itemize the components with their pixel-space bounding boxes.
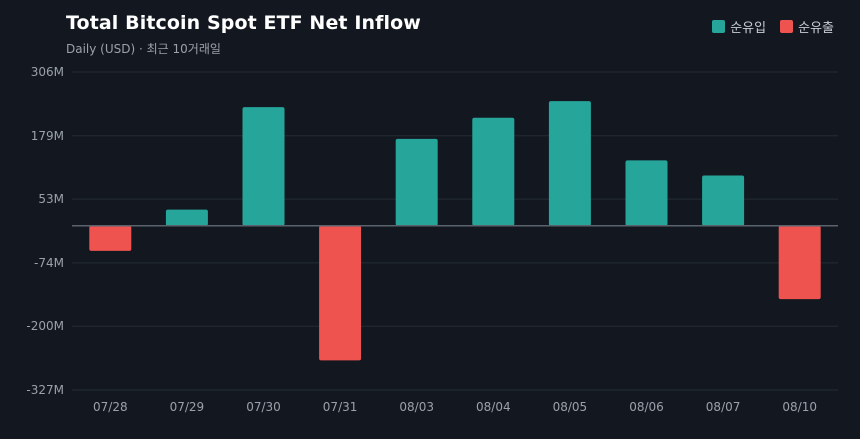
y-tick-label: -327M [26,383,64,397]
bar-inflow [242,107,285,226]
x-tick-label: 08/06 [629,400,664,414]
legend-swatch-inflow [712,20,726,33]
bar-inflow [548,101,591,226]
x-tick-label: 08/07 [706,400,741,414]
bar-inflow [395,138,438,226]
legend-label-outflow: 순유출 [798,21,834,36]
y-tick-label: -74M [34,256,64,270]
bar-outflow [319,225,362,361]
x-tick-label: 07/29 [170,400,205,414]
x-tick-label: 08/10 [782,400,817,414]
legend-item-inflow[interactable]: 순유입 [712,17,766,36]
y-tick-label: 53M [38,192,64,206]
legend-label-inflow: 순유입 [730,21,767,36]
bar-inflow [625,160,668,226]
x-tick-label: 08/03 [399,400,434,414]
legend-item-outflow[interactable]: 순유출 [780,17,834,36]
x-tick-label: 07/31 [323,400,358,414]
bar-inflow [165,209,208,226]
bar-inflow [472,117,515,226]
legend-swatch-outflow [780,20,794,33]
y-tick-label: 179M [31,129,64,143]
chart-subtitle: Daily (USD) · 최근 10거래일 [66,42,221,56]
bar-inflow [702,175,745,226]
chart-title: Total Bitcoin Spot ETF Net Inflow [66,12,421,34]
bar-outflow [778,225,821,300]
x-tick-label: 08/04 [476,400,511,414]
bar-outflow [89,225,132,251]
chart-legend: 순유입 순유출 [712,17,834,36]
y-tick-label: 306M [31,65,64,79]
x-tick-label: 07/28 [93,400,128,414]
x-tick-label: 07/30 [246,400,281,414]
x-tick-label: 08/05 [553,400,588,414]
y-tick-label: -200M [26,319,64,333]
